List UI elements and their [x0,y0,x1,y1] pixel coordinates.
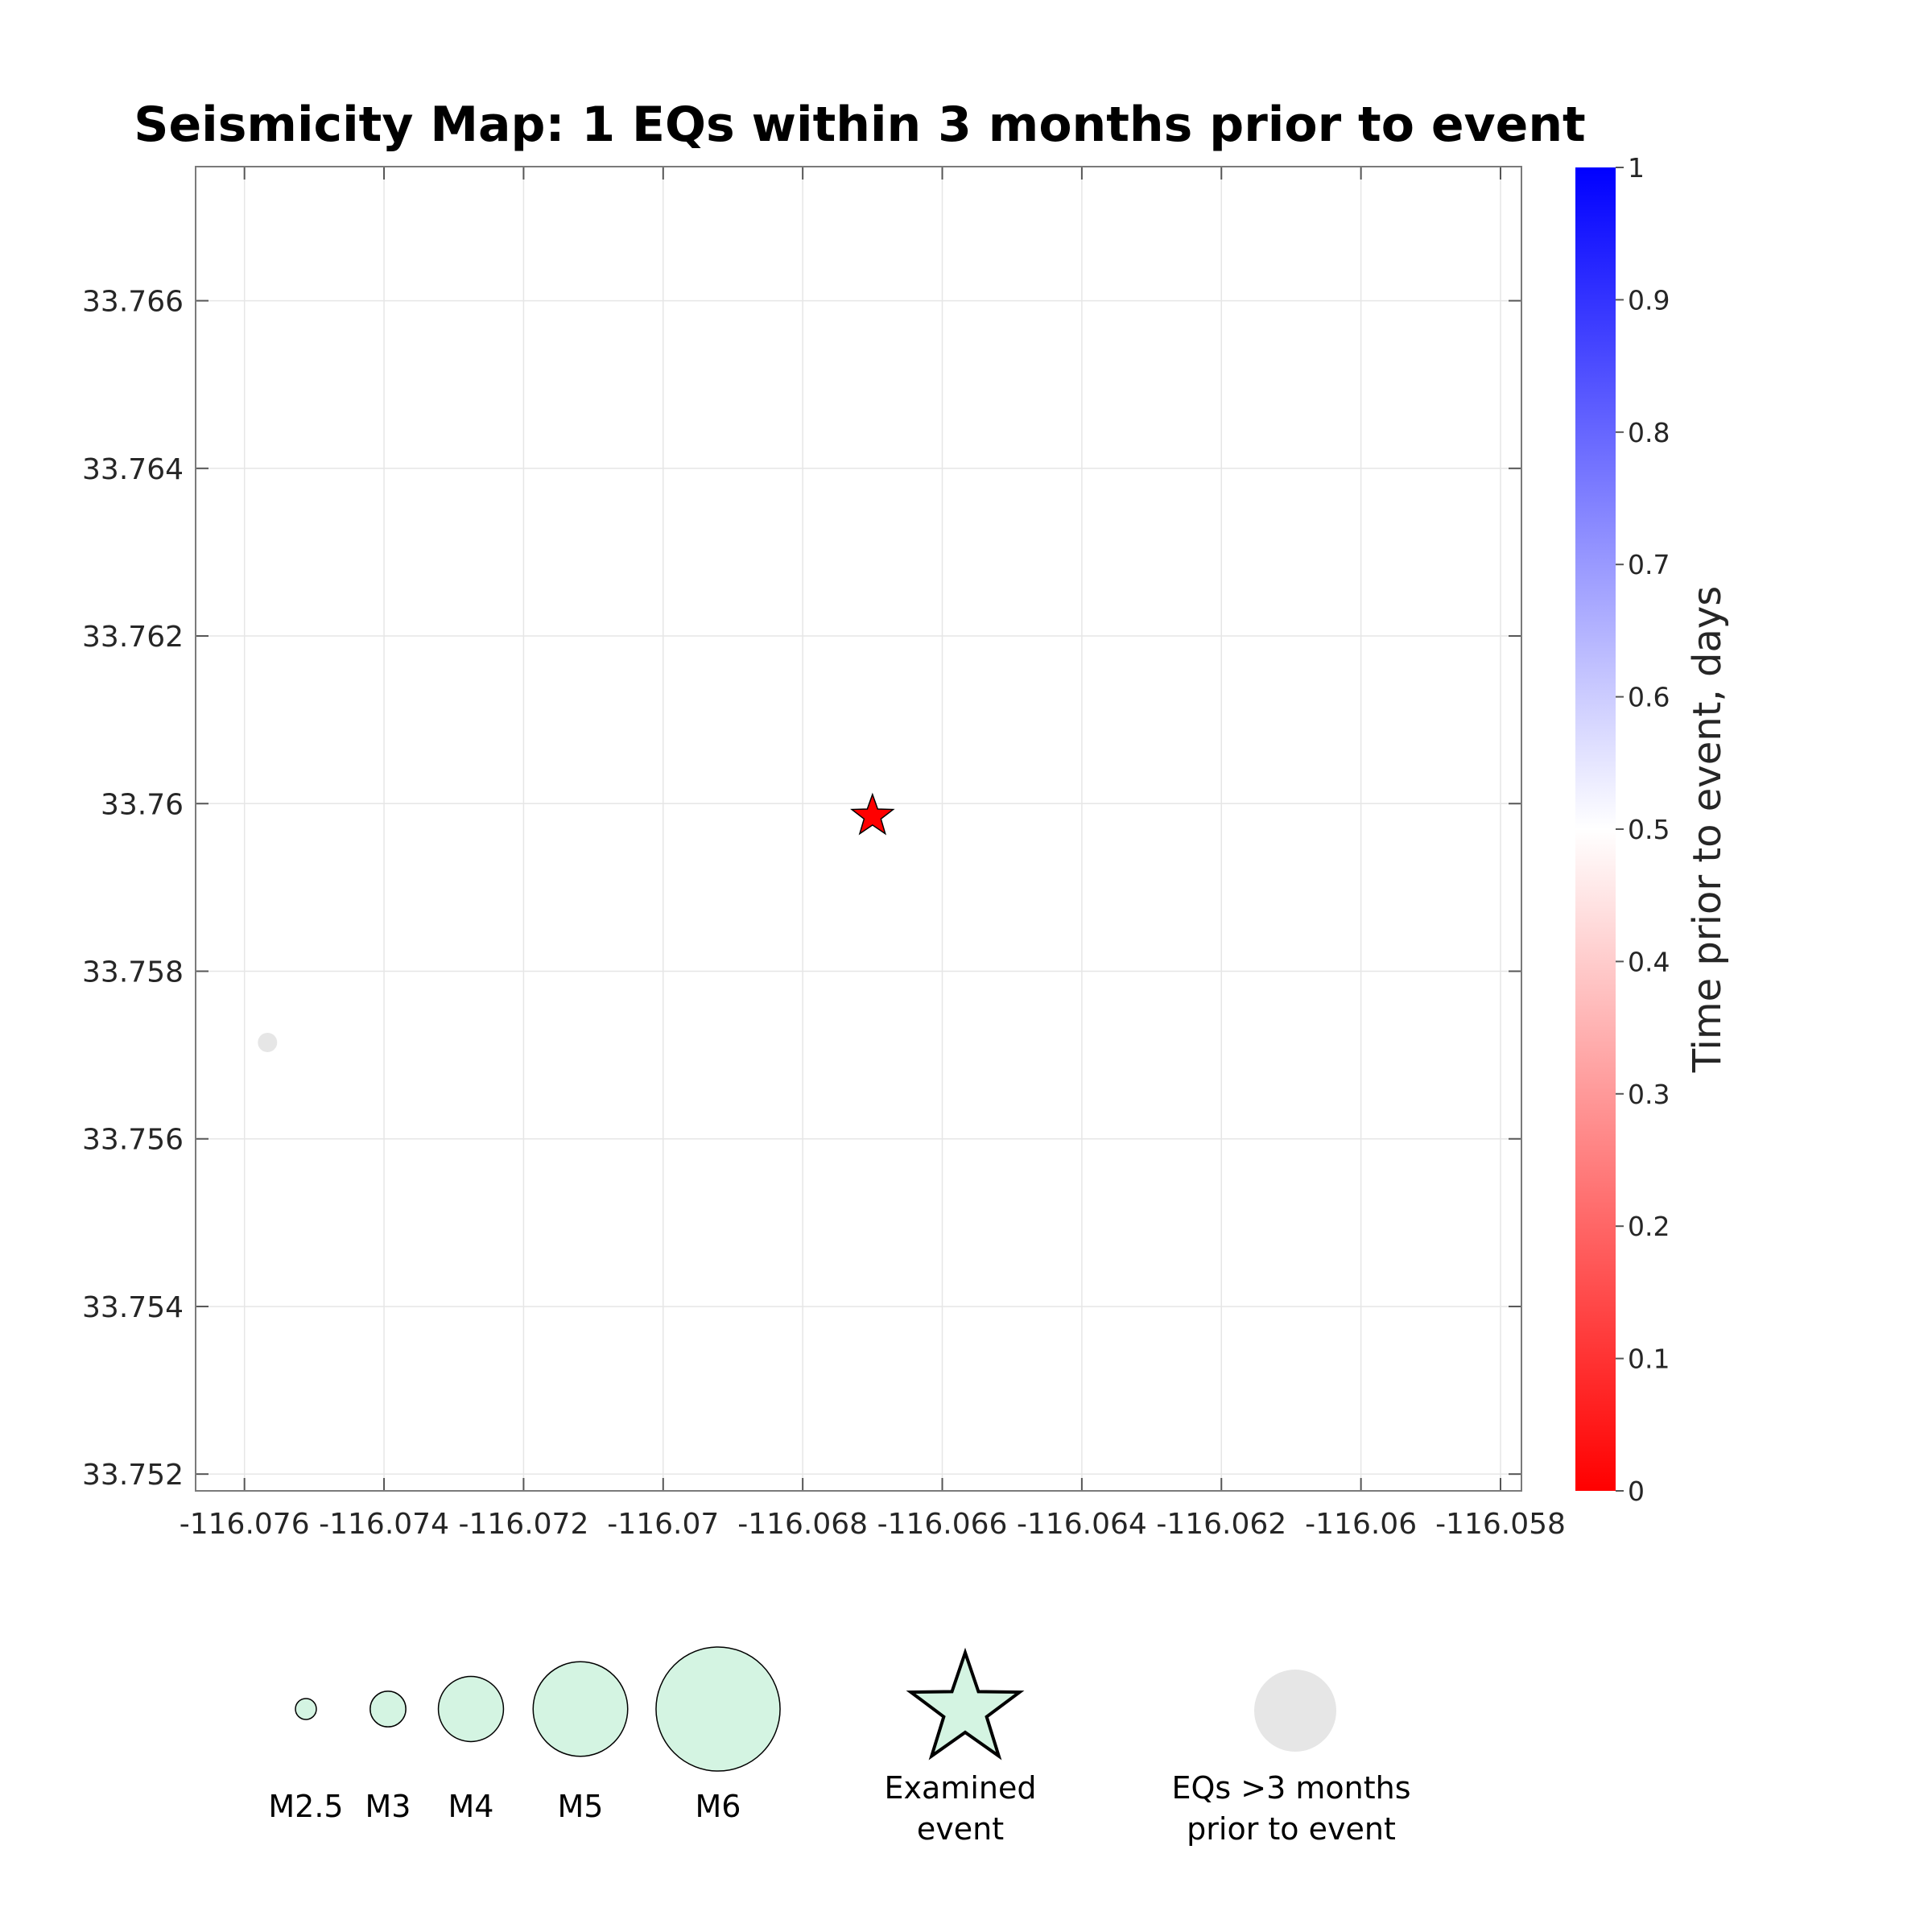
x-tick-label: -116.064 [1017,1508,1147,1541]
y-axis-tick-labels: 33.752 33.754 33.756 33.758 33.76 33.762 33.76… [82,286,184,1492]
x-tick-label: -116.058 [1435,1508,1566,1541]
colorbar: 0 0.1 0.2 0.3 0.4 0.5 0.6 0.7 0.8 0.9 1 Time prior… [1575,152,1730,1507]
legend-magnitude-label: M5 [558,1789,604,1824]
y-tick-label: 33.752 [82,1459,184,1492]
colorbar-ticks: 0 0.1 0.2 0.3 0.4 0.5 0.6 0.7 0.8 0.9 1 [1616,152,1670,1507]
earthquake-point [258,1032,278,1052]
legend-examined-event-star [906,1647,1025,1761]
y-tick-label: 33.762 [82,621,184,654]
x-tick-label: -116.076 [180,1508,310,1541]
x-axis-tick-labels: -116.076 -116.074 -116.072 -116.07 -116.068-… [180,1508,1566,1541]
legend-magnitude-label: M2.5 [268,1789,343,1824]
x-tick-label: -116.06 [1305,1508,1417,1541]
x-tick-label: -116.062 [1156,1508,1286,1541]
plot-background [196,167,1521,1491]
colorbar-tick-label: 0.9 [1628,284,1670,316]
x-tick-label: -116.066 [877,1508,1008,1541]
tick-marks [196,167,1521,1491]
legend-magnitude-label: M4 [448,1789,494,1824]
grid-lines [196,167,1521,1491]
colorbar-tick-label: 0 [1628,1476,1645,1507]
colorbar-tick-label: 1 [1628,152,1645,184]
x-tick-label: -116.07 [607,1508,719,1541]
legend-magnitude-label: M6 [696,1789,741,1824]
colorbar-tick-label: 0.3 [1628,1079,1670,1110]
colorbar-tick-label: 0.6 [1628,682,1670,713]
legend-magnitude-circle [369,1690,407,1728]
legend-magnitude-circle [532,1661,629,1757]
y-tick-label: 33.766 [82,286,184,319]
y-tick-label: 33.764 [82,453,184,486]
colorbar-tick-label: 0.1 [1628,1344,1670,1375]
legend-magnitude-circle [655,1646,781,1772]
legend-old-eq-label: prior to event [1187,1811,1396,1847]
y-tick-label: 33.76 [101,788,184,821]
colorbar-tick-label: 0.5 [1628,814,1670,845]
x-tick-label: -116.074 [319,1508,449,1541]
legend-old-eq-label: EQs >3 months [1171,1770,1410,1806]
legend-examined-event-label: event [917,1811,1004,1847]
y-tick-label: 33.754 [82,1291,184,1324]
data-points [258,792,895,1052]
colorbar-gradient [1575,167,1616,1491]
x-tick-label: -116.068 [737,1508,868,1541]
colorbar-tick-label: 0.2 [1628,1211,1670,1242]
colorbar-tick-label: 0.4 [1628,946,1670,977]
legend-magnitude-circle [437,1675,505,1743]
colorbar-tick-label: 0.7 [1628,549,1670,580]
legend-old-eq-circle [1254,1670,1336,1752]
examined-event-star [850,792,895,836]
legend-magnitude-label: M3 [365,1789,411,1824]
colorbar-tick-label: 0.8 [1628,417,1670,448]
chart-title: Seismicity Map: 1 EQs within 3 months pr… [134,97,1586,153]
y-tick-label: 33.756 [82,1124,184,1157]
colorbar-title: Time prior to event, days [1685,586,1730,1074]
axis-box [195,166,1522,1492]
x-tick-label: -116.072 [458,1508,588,1541]
y-tick-label: 33.758 [82,956,184,989]
map-plot-area [195,166,1522,1492]
legend-magnitude-circle [295,1698,317,1720]
legend-examined-event-label: Examined [885,1770,1037,1806]
legend: M2.5 M3 M4 M5 M6 Examined event EQs >3 months pr… [268,1646,1411,1847]
